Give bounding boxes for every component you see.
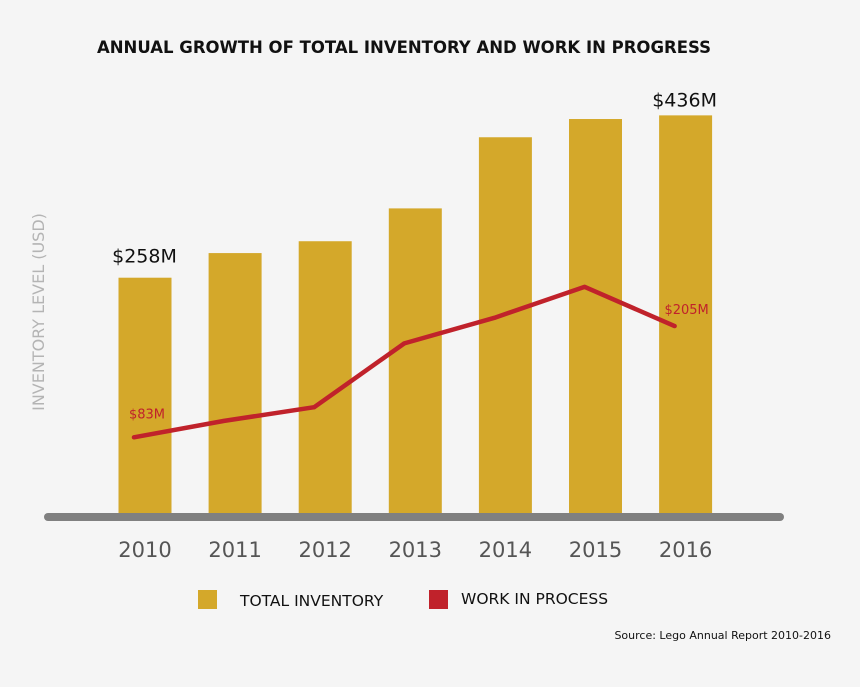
data-label-line-2010: $83M: [129, 407, 165, 422]
legend-label-total-inventory: TOTAL INVENTORY: [239, 592, 384, 610]
x-tick-2014: 2014: [479, 538, 532, 562]
bar-2012: [298, 241, 352, 513]
legend: TOTAL INVENTORY WORK IN PROCESS: [198, 590, 608, 610]
bar-2016: [659, 115, 713, 514]
line-point-2016: [672, 324, 677, 329]
legend-label-work-in-process: WORK IN PROCESS: [461, 590, 608, 608]
bar-2011: [208, 253, 262, 513]
data-label-line-2016: $205M: [664, 303, 708, 318]
line-point-2013: [402, 341, 407, 346]
source-note: Source: Lego Annual Report 2010-2016: [614, 629, 831, 642]
bar-2015: [569, 119, 622, 514]
chart-title: ANNUAL GROWTH OF TOTAL INVENTORY AND WOR…: [97, 38, 711, 57]
y-axis-label: INVENTORY LEVEL (USD): [29, 213, 48, 411]
x-tick-2012: 2012: [298, 538, 351, 562]
line-point-2010: [132, 435, 136, 440]
x-tick-2010: 2010: [118, 538, 171, 562]
bar-2013: [388, 208, 442, 513]
bars-group: [118, 115, 713, 514]
line-point-2012: [312, 405, 317, 410]
legend-swatch-total-inventory: [198, 590, 217, 609]
legend-swatch-work-in-process: [429, 590, 448, 609]
x-tick-2016: 2016: [659, 538, 712, 562]
data-labels: $258M $436M $83M $205M: [112, 89, 717, 422]
x-tick-2011: 2011: [208, 538, 261, 562]
work-in-process-line-group: [131, 284, 677, 440]
x-tick-2015: 2015: [569, 538, 622, 562]
line-point-2015: [582, 284, 587, 289]
line-point-2011: [222, 418, 227, 423]
bar-2014: [478, 137, 532, 514]
data-label-bar-2010: $258M: [112, 246, 177, 268]
line-point-2014: [492, 315, 497, 320]
data-label-bar-2016: $436M: [652, 89, 717, 111]
bar-2010: [118, 277, 172, 513]
x-tick-labels: 2010 2011 2012 2013 2014 2015 2016: [118, 538, 712, 562]
x-tick-2013: 2013: [389, 538, 442, 562]
